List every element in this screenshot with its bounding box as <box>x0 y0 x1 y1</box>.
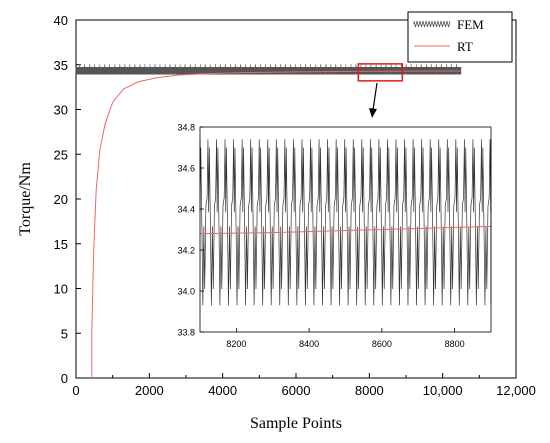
inset-x-tick-label: 8400 <box>299 339 319 349</box>
y-tick-label: 35 <box>54 58 68 73</box>
inset-x-tick-label: 8800 <box>445 339 465 349</box>
inset-frame <box>199 126 492 333</box>
y-tick-label: 5 <box>61 326 68 341</box>
y-tick-label: 25 <box>54 147 68 162</box>
y-tick-label: 20 <box>54 192 68 207</box>
main-plot: 0 2000 4000 6000 8000 10,000 12,000 0 5 10 15 20 25… <box>54 13 536 398</box>
x-tick-label: 2000 <box>135 383 164 398</box>
fem-series-line <box>75 64 462 75</box>
x-axis: 0 2000 4000 6000 8000 10,000 12,000 <box>72 373 536 398</box>
inset-x-tick-label: 8600 <box>372 339 392 349</box>
y-tick-label: 0 <box>61 371 68 386</box>
x-tick-label: 4000 <box>208 383 237 398</box>
x-tick-label: 6000 <box>282 383 311 398</box>
inset-x-axis: 8200 8400 8600 8800 <box>226 328 465 349</box>
zoom-arrow-shaft <box>372 82 378 111</box>
y-tick-label: 40 <box>54 13 68 28</box>
y-axis-title: Torque/Nm <box>17 162 34 236</box>
x-tick-label: 10,000 <box>423 383 463 398</box>
rt-series-line <box>91 70 461 378</box>
y-axis: 0 5 10 15 20 25 30 35 40 <box>54 13 81 386</box>
inset-fem-line <box>199 139 492 306</box>
inset-y-tick-label: 34.8 <box>177 123 195 133</box>
inset-y-tick-label: 34.4 <box>177 205 195 215</box>
y-tick-label: 15 <box>54 237 68 252</box>
y-tick-label: 10 <box>54 282 68 297</box>
inset-y-tick-label: 34.0 <box>177 287 195 297</box>
y-tick-label: 30 <box>54 103 68 118</box>
inset-rt-line <box>199 225 492 235</box>
inset-y-tick-label: 33.8 <box>177 328 195 338</box>
x-axis-title: Sample Points <box>250 415 342 432</box>
legend-box <box>407 11 513 63</box>
legend-swatch-fem <box>413 20 451 28</box>
zoom-region-box <box>357 63 404 82</box>
legend-label-fem: FEM <box>457 17 484 32</box>
inset-y-axis: 33.8 34.0 34.2 34.4 34.6 34.8 <box>177 123 204 338</box>
zoom-arrow <box>369 82 378 118</box>
zoom-arrow-head <box>369 108 377 118</box>
legend-label-rt: RT <box>457 39 473 54</box>
inset-y-tick-label: 34.2 <box>177 246 195 256</box>
x-tick-label: 0 <box>72 383 79 398</box>
inset-x-tick-label: 8200 <box>226 339 246 349</box>
inset-y-tick-label: 34.6 <box>177 164 195 174</box>
x-tick-label: 8000 <box>355 383 384 398</box>
legend: FEM RT <box>407 11 513 63</box>
inset-plot: 8200 8400 8600 8800 33.8 34.0 34.2 34.4 34.6 34.… <box>160 121 500 353</box>
x-tick-label: 12,000 <box>496 383 536 398</box>
